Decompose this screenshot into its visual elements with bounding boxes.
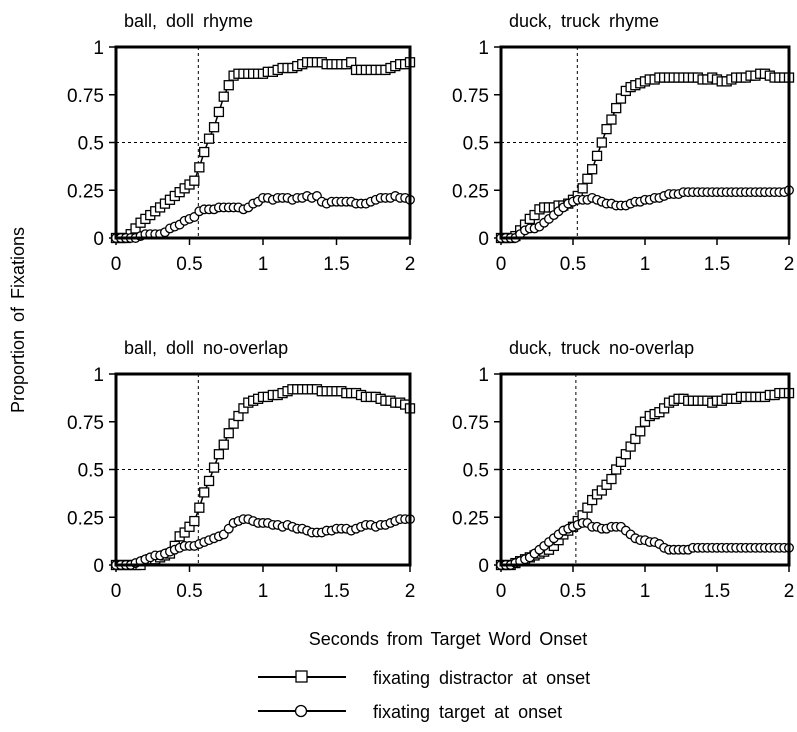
data-point-square (213, 106, 225, 118)
panel-2: duck, truck rhyme 0 0.25 0.5 0.75 1 0 0.5 1 1.5 2 (452, 11, 794, 275)
data-point-square (601, 123, 612, 135)
x-tick-label: 0 (111, 254, 122, 275)
y-tick-label: 0.5 (463, 134, 489, 155)
panel-4-frame (499, 372, 791, 567)
data-point-square (591, 150, 603, 162)
x-tick-label: 0.5 (176, 581, 202, 602)
data-point-square (213, 449, 225, 460)
x-tick-label: 0 (111, 581, 122, 602)
legend-distractor-square-icon (295, 670, 308, 683)
y-tick-label: 0.75 (452, 86, 489, 107)
data-point-square (577, 183, 588, 194)
data-point-square (203, 475, 215, 487)
x-tick-label: 1.5 (323, 254, 349, 275)
y-tick-label: 0.75 (67, 413, 104, 434)
y-tick-label: 1 (93, 365, 104, 386)
x-tick-label: 0 (496, 581, 507, 602)
data-point-square (587, 164, 598, 175)
panel-4: duck, truck no-overlap 0 0.25 0.5 0.75 1 0 0.5 1… (452, 338, 794, 602)
x-tick-label: 2 (405, 581, 416, 602)
x-tick-label: 1.5 (704, 254, 730, 275)
x-tick-label: 2 (784, 254, 795, 275)
y-tick-label: 0.5 (78, 134, 104, 155)
x-tick-label: 0.5 (176, 254, 202, 275)
y-tick-label: 0.25 (452, 181, 489, 202)
data-point-square (218, 91, 229, 102)
data-point-square (606, 473, 617, 485)
data-point-square (596, 137, 607, 148)
y-tick-label: 0.75 (452, 413, 489, 434)
data-point-square (223, 80, 234, 91)
panel-3: ball, doll no-overlap 0 0.25 0.5 0.75 1 0 0.5 1 1… (67, 338, 415, 602)
panel-3-frame (114, 372, 412, 567)
data-point-square (208, 122, 220, 133)
data-point-square (199, 487, 210, 498)
data-point-square (218, 439, 229, 450)
x-tick-label: 2 (784, 581, 795, 602)
y-tick-label: 0 (478, 229, 489, 250)
x-tick-label: 1 (258, 254, 269, 275)
panel-4-title: duck, truck no-overlap (509, 338, 694, 358)
panel-1-title: ball, doll rhyme (124, 11, 253, 31)
x-tick-label: 0.5 (560, 581, 586, 602)
y-tick-label: 0.75 (67, 86, 104, 107)
panel-2-frame (499, 45, 791, 240)
x-tick-label: 2 (405, 254, 416, 275)
panel-2-title: duck, truck rhyme (509, 11, 659, 31)
data-point-square (203, 133, 215, 144)
data-point-square (606, 114, 617, 125)
legend-target-circle-icon (294, 704, 308, 718)
y-tick-label: 0.25 (67, 508, 104, 529)
data-point-square (635, 426, 646, 437)
y-axis-label: Proportion of Fixations (8, 227, 28, 413)
x-tick-label: 1.5 (704, 581, 730, 602)
panel-1: ball, doll rhyme 0 0.25 0.5 0.75 1 0 0.5 1 1.5 2 (67, 11, 415, 275)
data-point-square (208, 462, 220, 473)
data-point-square (189, 515, 200, 527)
data-point-square (582, 173, 593, 184)
data-point-square (199, 146, 210, 158)
y-tick-label: 0.5 (78, 461, 104, 482)
legend-target-label: fixating target at onset (373, 702, 562, 722)
legend-distractor-label: fixating distractor at onset (373, 668, 590, 688)
y-tick-label: 1 (478, 365, 489, 386)
y-tick-label: 0 (478, 556, 489, 577)
data-point-square (194, 502, 205, 513)
y-tick-label: 1 (93, 38, 104, 59)
x-axis-label: Seconds from Target Word Onset (309, 629, 587, 649)
y-tick-label: 0 (93, 556, 104, 577)
x-tick-label: 1 (640, 581, 651, 602)
y-tick-label: 1 (478, 38, 489, 59)
x-tick-label: 1 (258, 581, 269, 602)
y-tick-label: 0 (93, 229, 104, 250)
data-point-square (189, 175, 200, 186)
x-tick-label: 0 (496, 254, 507, 275)
panel-3-title: ball, doll no-overlap (124, 338, 288, 358)
y-tick-label: 0.25 (452, 508, 489, 529)
series-distractor-line (116, 388, 411, 566)
x-tick-label: 1 (640, 254, 651, 275)
y-tick-label: 0.5 (463, 461, 489, 482)
data-point-square (223, 428, 234, 439)
x-tick-label: 1.5 (323, 581, 349, 602)
y-tick-label: 0.25 (67, 181, 104, 202)
panel-1-frame (114, 45, 412, 240)
x-tick-label: 0.5 (560, 254, 586, 275)
data-point-square (611, 102, 622, 114)
data-point-square (194, 162, 205, 173)
legend: fixating distractor at onset fixating ta… (258, 668, 590, 722)
